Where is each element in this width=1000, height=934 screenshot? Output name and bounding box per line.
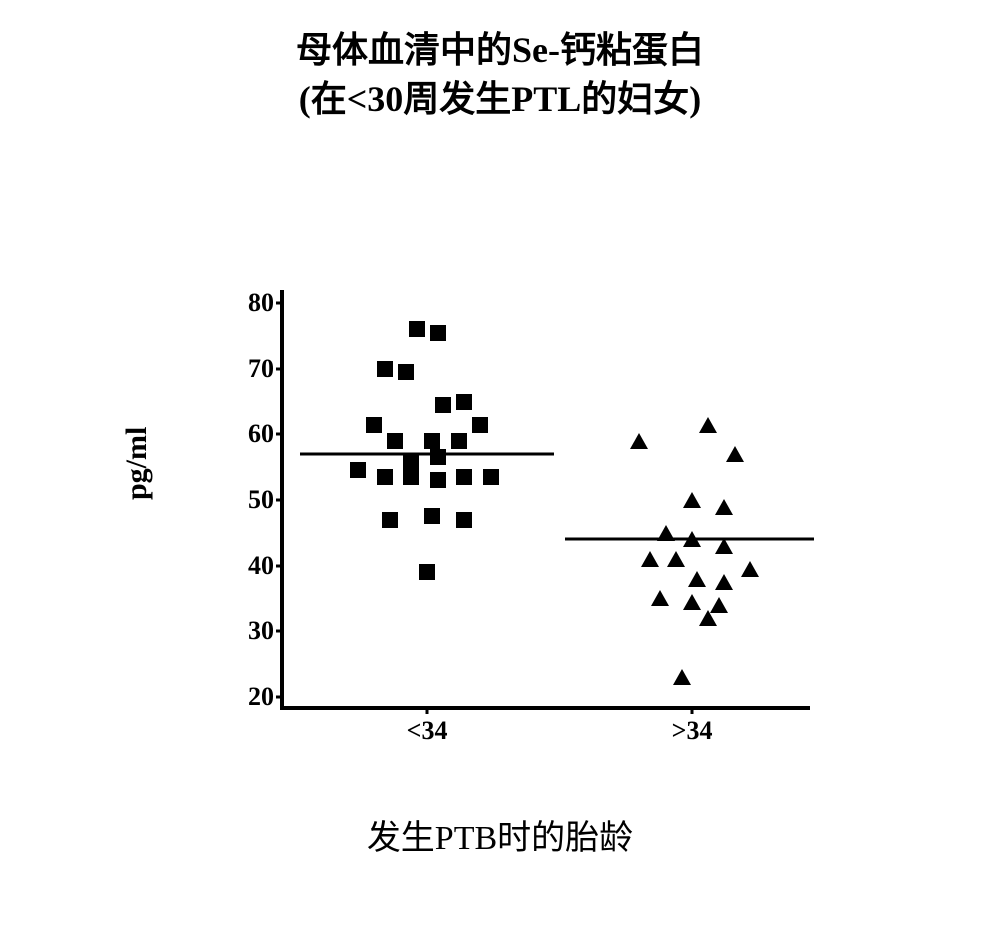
data-point bbox=[382, 512, 398, 528]
data-point bbox=[430, 449, 446, 465]
data-point bbox=[456, 512, 472, 528]
x-axis-label: 发生PTB时的胎龄 bbox=[0, 810, 1000, 859]
data-point bbox=[430, 325, 446, 341]
y-tick-mark bbox=[276, 630, 284, 633]
data-point bbox=[456, 394, 472, 410]
data-point bbox=[641, 551, 659, 567]
chart-title: 母体血清中的Se-钙粘蛋白 (在<30周发生PTL的妇女) bbox=[0, 26, 1000, 123]
y-tick-mark bbox=[276, 433, 284, 436]
data-point bbox=[366, 417, 382, 433]
data-point bbox=[715, 538, 733, 554]
data-point bbox=[424, 433, 440, 449]
data-point bbox=[424, 508, 440, 524]
y-tick-mark bbox=[276, 695, 284, 698]
data-point bbox=[683, 531, 701, 547]
data-point bbox=[726, 446, 744, 462]
data-point bbox=[377, 469, 393, 485]
data-point bbox=[699, 417, 717, 433]
data-point bbox=[688, 571, 706, 587]
data-point bbox=[741, 561, 759, 577]
y-tick-mark bbox=[276, 367, 284, 370]
y-tick-mark bbox=[276, 499, 284, 502]
data-point bbox=[456, 469, 472, 485]
data-point bbox=[419, 564, 435, 580]
data-point bbox=[350, 462, 366, 478]
data-point bbox=[472, 417, 488, 433]
data-point bbox=[715, 574, 733, 590]
data-point bbox=[667, 551, 685, 567]
data-point bbox=[398, 364, 414, 380]
plot-region: 20304050607080<34>34 bbox=[280, 290, 810, 710]
data-point bbox=[699, 610, 717, 626]
y-tick-mark bbox=[276, 564, 284, 567]
y-axis-label: pg/ml bbox=[120, 427, 154, 500]
data-point bbox=[387, 433, 403, 449]
chart-area: 20304050607080<34>34 bbox=[210, 270, 830, 770]
data-point bbox=[430, 472, 446, 488]
median-line bbox=[300, 453, 554, 456]
x-tick-mark bbox=[426, 706, 429, 714]
data-point bbox=[403, 453, 419, 469]
data-point bbox=[683, 594, 701, 610]
data-point bbox=[630, 433, 648, 449]
data-point bbox=[435, 397, 451, 413]
title-line-1: 母体血清中的Se-钙粘蛋白 bbox=[0, 26, 1000, 75]
data-point bbox=[715, 499, 733, 515]
y-tick-mark bbox=[276, 302, 284, 305]
data-point bbox=[409, 321, 425, 337]
data-point bbox=[451, 433, 467, 449]
data-point bbox=[403, 469, 419, 485]
data-point bbox=[483, 469, 499, 485]
data-point bbox=[651, 590, 669, 606]
data-point bbox=[683, 492, 701, 508]
data-point bbox=[657, 525, 675, 541]
data-point bbox=[377, 361, 393, 377]
x-tick-mark bbox=[691, 706, 694, 714]
title-line-2: (在<30周发生PTL的妇女) bbox=[0, 75, 1000, 124]
data-point bbox=[673, 669, 691, 685]
